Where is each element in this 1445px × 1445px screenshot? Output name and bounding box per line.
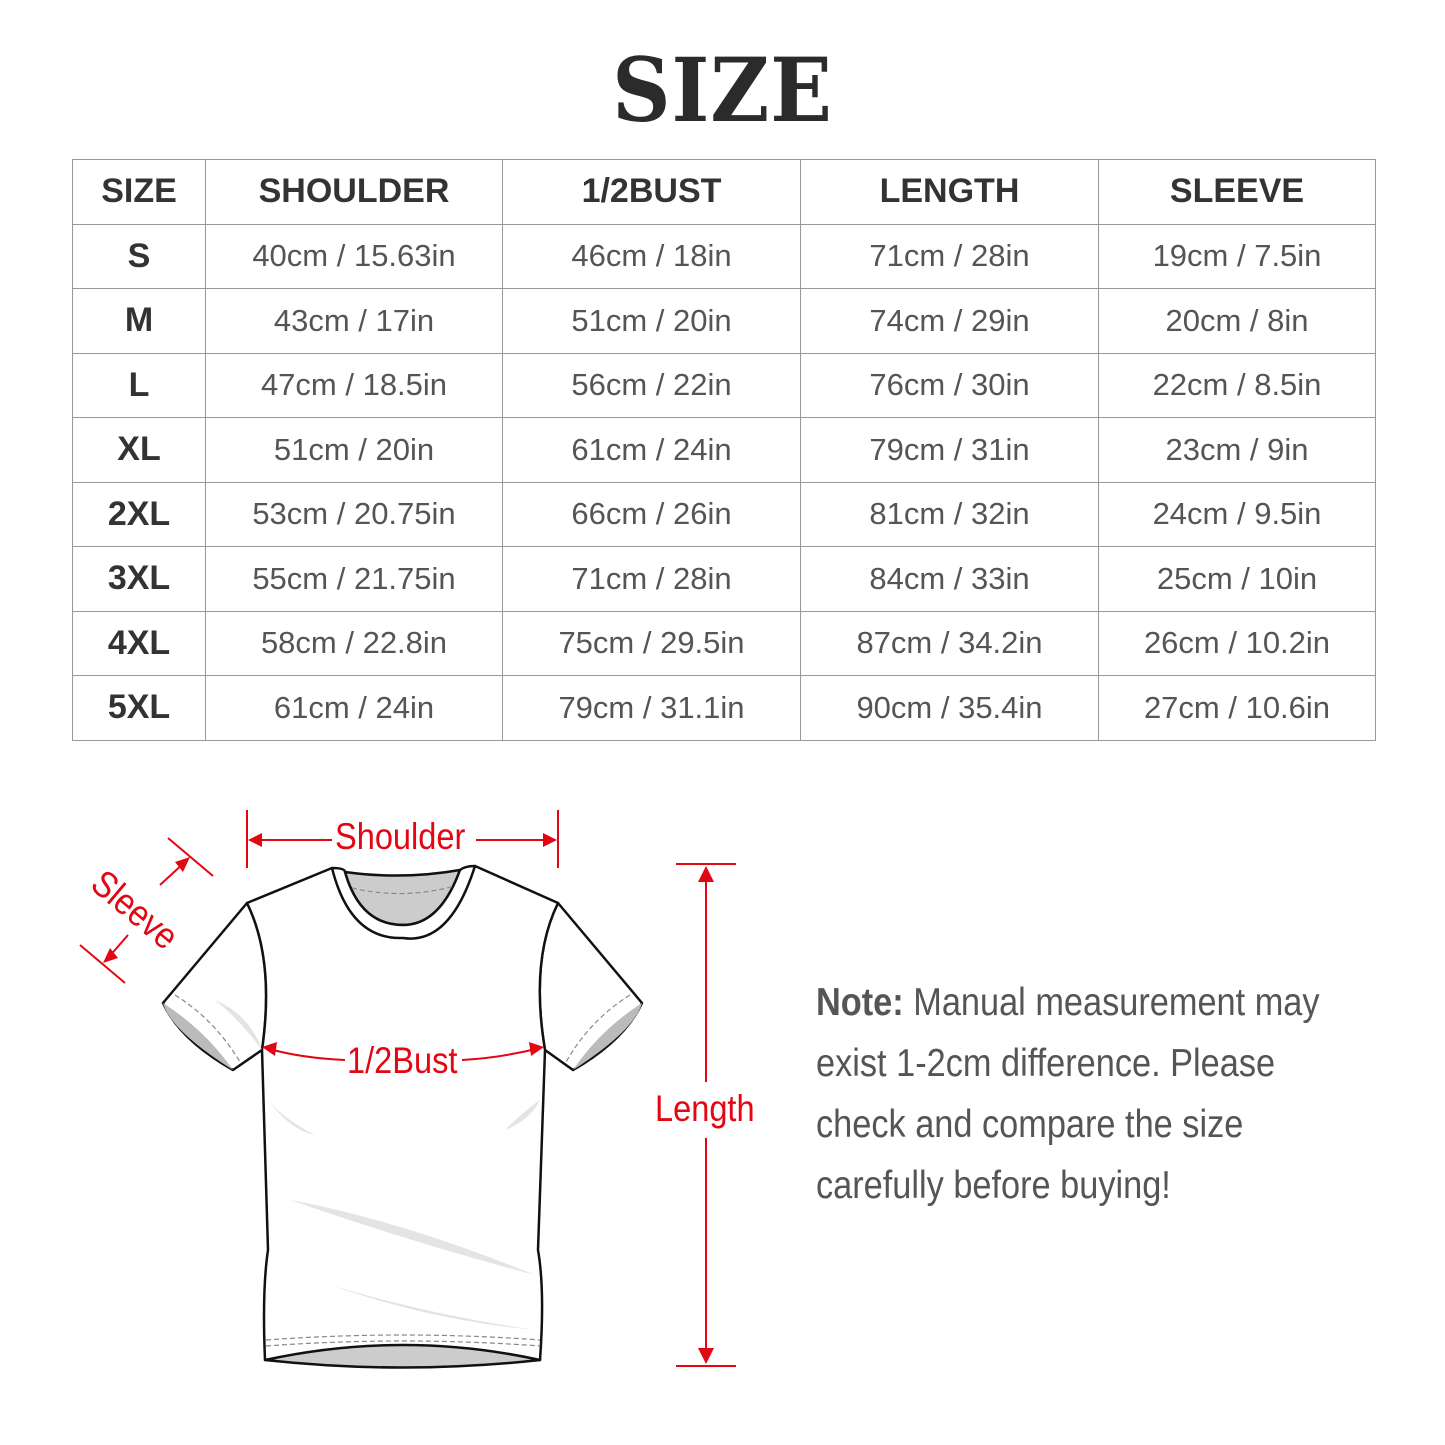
measurement-cell: 24cm / 9.5in [1098, 481, 1376, 547]
body [245, 864, 560, 1367]
size-cell: L [72, 352, 206, 418]
table-row: L 47cm / 18.5in 56cm / 22in 76cm / 30in 22cm… [72, 352, 1376, 418]
table-row: 5XL 61cm / 24in 79cm / 31.1in 90cm / 35.4in… [72, 675, 1376, 741]
column-header: LENGTH [800, 159, 1099, 225]
arrow-left-icon [248, 833, 262, 847]
measurement-cell: 84cm / 33in [800, 546, 1099, 612]
measurement-cell: 53cm / 20.75in [205, 481, 503, 547]
measurement-cell: 25cm / 10in [1098, 546, 1376, 612]
measurement-cell: 61cm / 24in [502, 417, 801, 483]
column-header: 1/2BUST [502, 159, 801, 225]
column-header: SIZE [72, 159, 206, 225]
measurement-cell: 46cm / 18in [502, 223, 801, 289]
measurement-cell: 56cm / 22in [502, 352, 801, 418]
arrow-right-icon [543, 833, 557, 847]
shoulder-label: Shoulder [335, 816, 466, 857]
measurement-cell: 55cm / 21.75in [205, 546, 503, 612]
measurement-cell: 47cm / 18.5in [205, 352, 503, 418]
bust-label: 1/2Bust [347, 1040, 458, 1081]
measurement-cell: 43cm / 17in [205, 288, 503, 354]
measurement-cell: 40cm / 15.63in [205, 223, 503, 289]
measurement-cell: 27cm / 10.6in [1098, 675, 1376, 741]
measurement-cell: 90cm / 35.4in [800, 675, 1099, 741]
table-row: 2XL 53cm / 20.75in 66cm / 26in 81cm / 32in 2… [72, 481, 1376, 547]
size-cell: S [72, 223, 206, 289]
measurement-cell: 19cm / 7.5in [1098, 223, 1376, 289]
measurement-cell: 61cm / 24in [205, 675, 503, 741]
measurement-cell: 74cm / 29in [800, 288, 1099, 354]
size-table: SIZE SHOULDER 1/2BUST LENGTH SLEEVE S 40cm / … [72, 159, 1376, 741]
table-row: M 43cm / 17in 51cm / 20in 74cm / 29in 20cm /… [72, 288, 1376, 354]
table-header-row: SIZE SHOULDER 1/2BUST LENGTH SLEEVE [72, 159, 1376, 225]
measurement-cell: 23cm / 9in [1098, 417, 1376, 483]
measurement-cell: 79cm / 31.1in [502, 675, 801, 741]
measurement-cell: 75cm / 29.5in [502, 610, 801, 676]
length-label: Length [655, 1088, 755, 1129]
note-body: Manual measurement may exist 1-2cm diffe… [816, 981, 1320, 1207]
measurement-cell: 71cm / 28in [502, 546, 801, 612]
measurement-cell: 51cm / 20in [205, 417, 503, 483]
size-cell: M [72, 288, 206, 354]
measurement-guides [79, 810, 736, 1367]
column-header: SLEEVE [1098, 159, 1376, 225]
size-cell: 3XL [72, 546, 206, 612]
table-row: 3XL 55cm / 21.75in 71cm / 28in 84cm / 33in 2… [72, 546, 1376, 612]
note-text: Note: Manual measurement may exist 1-2cm… [816, 972, 1344, 1216]
measurement-cell: 76cm / 30in [800, 352, 1099, 418]
measurement-cell: 81cm / 32in [800, 481, 1099, 547]
measurement-cell: 26cm / 10.2in [1098, 610, 1376, 676]
measurement-cell: 58cm / 22.8in [205, 610, 503, 676]
measurement-cell: 20cm / 8in [1098, 288, 1376, 354]
page-title: SIZE [612, 38, 833, 142]
size-cell: 5XL [72, 675, 206, 741]
note-label: Note: [816, 981, 904, 1024]
table-row: XL 51cm / 20in 61cm / 24in 79cm / 31in 23cm … [72, 417, 1376, 483]
measurement-cell: 79cm / 31in [800, 417, 1099, 483]
right-sleeve [538, 901, 644, 1072]
size-cell: 4XL [72, 610, 206, 676]
measurement-cell: 66cm / 26in [502, 481, 801, 547]
measurement-cell: 51cm / 20in [502, 288, 801, 354]
size-cell: 2XL [72, 481, 206, 547]
measurement-cell: 22cm / 8.5in [1098, 352, 1376, 418]
table-row: S 40cm / 15.63in 46cm / 18in 71cm / 28in 19c… [72, 223, 1376, 289]
tshirt-illustration [161, 864, 644, 1369]
